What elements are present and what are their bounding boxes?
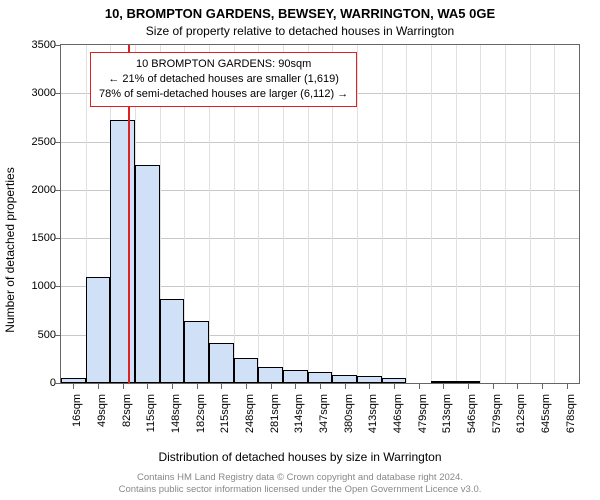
histogram-bar <box>135 165 160 383</box>
histogram-bar <box>258 367 283 383</box>
x-tick-label: 413sqm <box>367 394 379 433</box>
y-tick-label: 1000 <box>6 280 56 292</box>
x-tick-mark <box>271 384 272 389</box>
x-tick-label: 49sqm <box>96 394 108 427</box>
x-tick-mark <box>98 384 99 389</box>
histogram-bar <box>283 370 308 383</box>
histogram-bar <box>110 120 135 383</box>
x-tick-mark <box>517 384 518 389</box>
x-tick-mark <box>172 384 173 389</box>
chart-subtitle: Size of property relative to detached ho… <box>0 24 600 38</box>
x-tick-mark <box>443 384 444 389</box>
x-tick-mark <box>246 384 247 389</box>
x-tick-label: 347sqm <box>318 394 330 433</box>
grid-line-v <box>505 45 506 383</box>
grid-line-v <box>530 45 531 383</box>
x-tick-mark <box>345 384 346 389</box>
x-tick-label: 678sqm <box>565 394 577 433</box>
grid-line-v <box>554 45 555 383</box>
histogram-bar <box>209 343 234 383</box>
x-tick-label: 314sqm <box>293 394 305 433</box>
histogram-bar <box>431 381 456 383</box>
x-tick-mark <box>320 384 321 389</box>
x-tick-label: 513sqm <box>441 394 453 433</box>
grid-line-h <box>61 142 579 143</box>
x-axis-label: Distribution of detached houses by size … <box>0 450 600 464</box>
x-tick-label: 248sqm <box>244 394 256 433</box>
grid-line-v <box>480 45 481 383</box>
histogram-bar <box>308 372 333 383</box>
x-tick-label: 579sqm <box>491 394 503 433</box>
y-tick-mark <box>55 238 60 239</box>
x-tick-label: 115sqm <box>145 394 157 432</box>
x-tick-mark <box>147 384 148 389</box>
histogram-bar <box>184 321 209 383</box>
y-tick-mark <box>55 45 60 46</box>
y-tick-label: 2000 <box>6 184 56 196</box>
x-tick-mark <box>221 384 222 389</box>
x-tick-label: 479sqm <box>417 394 429 433</box>
x-tick-mark <box>197 384 198 389</box>
x-tick-label: 82sqm <box>121 394 133 427</box>
x-tick-mark <box>394 384 395 389</box>
histogram-bar <box>234 358 259 383</box>
x-tick-label: 446sqm <box>392 394 404 433</box>
y-tick-mark <box>55 142 60 143</box>
x-tick-label: 182sqm <box>195 394 207 433</box>
x-tick-label: 148sqm <box>170 394 182 433</box>
x-tick-mark <box>295 384 296 389</box>
annotation-line-1: 10 BROMPTON GARDENS: 90sqm <box>99 57 348 72</box>
histogram-bar <box>357 376 382 383</box>
y-tick-label: 2500 <box>6 136 56 148</box>
annotation-line-2: ← 21% of detached houses are smaller (1,… <box>99 72 348 87</box>
grid-line-v <box>406 45 407 383</box>
grid-line-v <box>382 45 383 383</box>
y-tick-label: 3500 <box>6 39 56 51</box>
footer-line-1: Contains HM Land Registry data © Crown c… <box>0 472 600 484</box>
x-tick-mark <box>123 384 124 389</box>
x-tick-label: 380sqm <box>343 394 355 433</box>
histogram-bar <box>160 299 185 383</box>
x-tick-mark <box>493 384 494 389</box>
x-tick-mark <box>542 384 543 389</box>
y-tick-mark <box>55 335 60 336</box>
y-tick-label: 0 <box>6 377 56 389</box>
histogram-bar <box>456 381 481 383</box>
annotation-box: 10 BROMPTON GARDENS: 90sqm ← 21% of deta… <box>90 52 357 107</box>
grid-line-v <box>431 45 432 383</box>
y-tick-label: 500 <box>6 329 56 341</box>
y-tick-mark <box>55 190 60 191</box>
chart-container: 10, BROMPTON GARDENS, BEWSEY, WARRINGTON… <box>0 0 600 500</box>
y-tick-label: 3000 <box>6 87 56 99</box>
x-tick-label: 16sqm <box>71 394 83 427</box>
x-tick-label: 612sqm <box>515 394 527 433</box>
footer-text: Contains HM Land Registry data © Crown c… <box>0 472 600 496</box>
y-tick-mark <box>55 93 60 94</box>
x-tick-label: 215sqm <box>219 394 231 433</box>
x-tick-mark <box>468 384 469 389</box>
grid-line-v <box>456 45 457 383</box>
chart-title: 10, BROMPTON GARDENS, BEWSEY, WARRINGTON… <box>0 6 600 21</box>
footer-line-2: Contains public sector information licen… <box>0 484 600 496</box>
x-tick-label: 281sqm <box>269 394 281 433</box>
x-tick-label: 546sqm <box>466 394 478 433</box>
histogram-bar <box>332 375 357 383</box>
x-tick-mark <box>369 384 370 389</box>
y-tick-mark <box>55 286 60 287</box>
y-tick-mark <box>55 383 60 384</box>
annotation-line-3: 78% of semi-detached houses are larger (… <box>99 87 348 102</box>
histogram-bar <box>86 277 111 383</box>
x-tick-mark <box>73 384 74 389</box>
y-tick-label: 1500 <box>6 232 56 244</box>
histogram-bar <box>61 378 86 383</box>
x-tick-mark <box>567 384 568 389</box>
histogram-bar <box>382 378 407 383</box>
x-tick-mark <box>419 384 420 389</box>
x-tick-label: 645sqm <box>540 394 552 433</box>
